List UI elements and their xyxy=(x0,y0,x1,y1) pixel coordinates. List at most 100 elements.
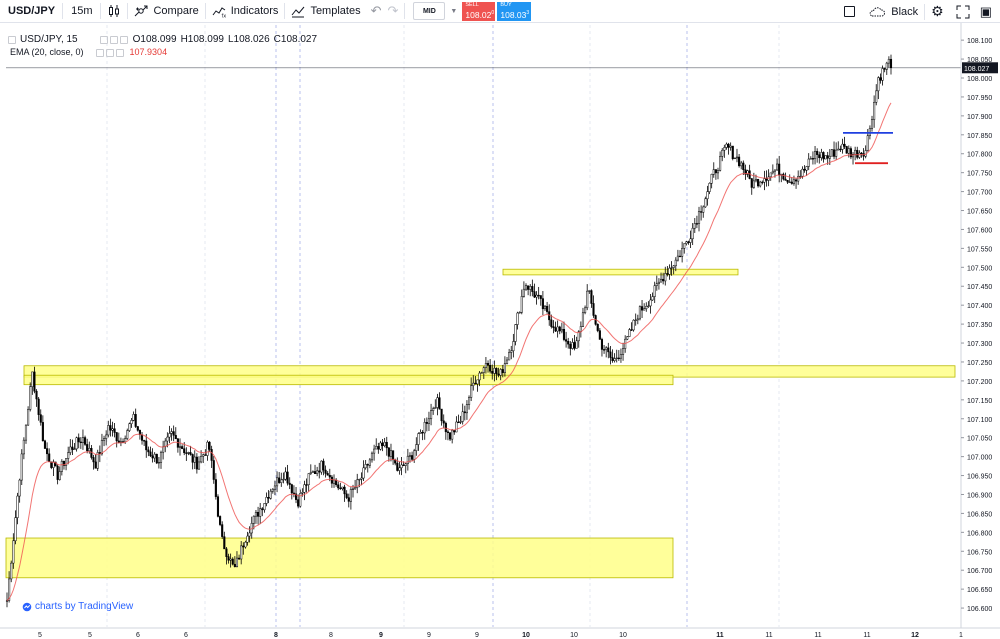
indicators-button[interactable]: fx Indicators xyxy=(206,0,285,23)
candle xyxy=(307,473,310,492)
candle xyxy=(546,301,549,314)
eye-icon[interactable] xyxy=(95,48,104,57)
candle xyxy=(119,437,122,447)
candle xyxy=(324,465,327,478)
candle xyxy=(172,425,175,442)
candle xyxy=(276,471,279,493)
candle xyxy=(50,461,53,470)
candle xyxy=(854,146,857,161)
candle xyxy=(706,185,709,206)
collapse-icon[interactable] xyxy=(8,35,16,44)
settings-button[interactable]: ⚙ xyxy=(925,0,950,23)
candle xyxy=(305,478,308,493)
candle xyxy=(126,428,129,440)
low-value: 108.026 xyxy=(233,34,270,45)
time-tick-label: 5 xyxy=(38,632,42,639)
candle xyxy=(605,346,608,358)
candle xyxy=(280,472,283,487)
eye-icon[interactable] xyxy=(99,35,108,44)
price-tick-label: 107.000 xyxy=(967,455,992,462)
candle xyxy=(577,330,580,348)
buy-button[interactable]: BUY 108.033 xyxy=(497,1,532,21)
candle xyxy=(440,408,443,426)
candle xyxy=(345,490,348,500)
candle xyxy=(643,303,646,311)
candle xyxy=(86,438,89,454)
candle xyxy=(822,151,825,163)
candle xyxy=(46,442,49,462)
candle xyxy=(723,144,726,158)
theme-button[interactable]: Black xyxy=(865,0,924,23)
tradingview-watermark[interactable]: charts by TradingView xyxy=(22,601,133,612)
candle xyxy=(379,440,382,451)
interval-button[interactable]: 15m xyxy=(63,0,100,23)
time-tick-label: 6 xyxy=(184,632,188,639)
candle xyxy=(565,331,568,348)
templates-button[interactable]: Templates xyxy=(285,0,366,23)
candle xyxy=(847,145,850,158)
time-tick-label: 6 xyxy=(136,632,140,639)
fullscreen-toggle[interactable] xyxy=(834,0,865,23)
candle xyxy=(607,342,610,359)
chart-area[interactable]: 108.100 108.050 108.000 107.950 107.900 107.8… xyxy=(0,23,1000,639)
settings-icon[interactable] xyxy=(109,35,118,44)
candle xyxy=(820,148,823,161)
candle xyxy=(195,453,198,474)
price-tick-label: 107.050 xyxy=(967,436,992,443)
fullscreen-button[interactable] xyxy=(950,0,976,23)
candle xyxy=(413,448,416,463)
compare-button[interactable]: Compare xyxy=(128,0,204,23)
candle xyxy=(522,281,525,298)
compare-icon xyxy=(135,5,148,17)
candle xyxy=(451,428,454,444)
candle xyxy=(497,367,500,378)
sell-button[interactable]: SELL 108.020 xyxy=(462,1,496,21)
candle xyxy=(221,521,224,539)
price-chart[interactable]: 108.100 108.050 108.000 107.950 107.900 107.8… xyxy=(0,23,1000,639)
candle xyxy=(332,474,336,488)
candle xyxy=(558,325,561,335)
undo-button[interactable]: ↶ xyxy=(367,0,386,23)
price-tick-label: 107.650 xyxy=(967,209,992,216)
candle xyxy=(592,295,595,318)
candle xyxy=(339,482,342,490)
price-tick-label: 107.100 xyxy=(967,417,992,424)
price-tick-label: 107.400 xyxy=(967,303,992,310)
redo-button[interactable]: ↷ xyxy=(385,0,404,23)
candle xyxy=(480,371,483,374)
close-icon[interactable] xyxy=(119,35,128,44)
snapshot-button[interactable]: ▣ xyxy=(976,0,1000,23)
quote-mode-select[interactable]: MID xyxy=(413,2,446,20)
price-tick-label: 106.600 xyxy=(967,606,992,613)
candle xyxy=(246,531,249,546)
candle xyxy=(322,458,325,476)
candle xyxy=(449,432,452,441)
candle xyxy=(132,411,135,422)
price-tick-label: 107.150 xyxy=(967,398,992,405)
candle xyxy=(537,286,540,300)
low-key: L xyxy=(227,34,234,45)
candle xyxy=(474,376,477,385)
candle xyxy=(404,462,407,474)
chart-style-button[interactable] xyxy=(101,0,127,23)
candle xyxy=(693,218,696,233)
settings-icon[interactable] xyxy=(105,48,114,57)
candle xyxy=(419,429,422,434)
candle xyxy=(535,291,538,305)
time-tick-label: 9 xyxy=(379,632,383,639)
candle xyxy=(145,433,148,458)
candle xyxy=(149,446,152,458)
close-icon[interactable] xyxy=(115,48,124,57)
zone-rectangle xyxy=(5,537,674,579)
candle xyxy=(818,151,821,164)
candle xyxy=(415,437,418,456)
quote-mode-dropdown[interactable]: ▼ xyxy=(449,2,458,20)
candle xyxy=(738,153,741,168)
candle xyxy=(335,478,338,487)
symbol-search-button[interactable]: USD/JPY xyxy=(0,0,62,23)
undo-icon: ↶ xyxy=(370,3,382,18)
legend-main-series: USD/JPY, 15 O 108.099 H 108.099 L 108.026 C… xyxy=(8,33,317,46)
candle xyxy=(805,165,808,176)
candle xyxy=(499,368,502,381)
candle xyxy=(389,443,393,462)
